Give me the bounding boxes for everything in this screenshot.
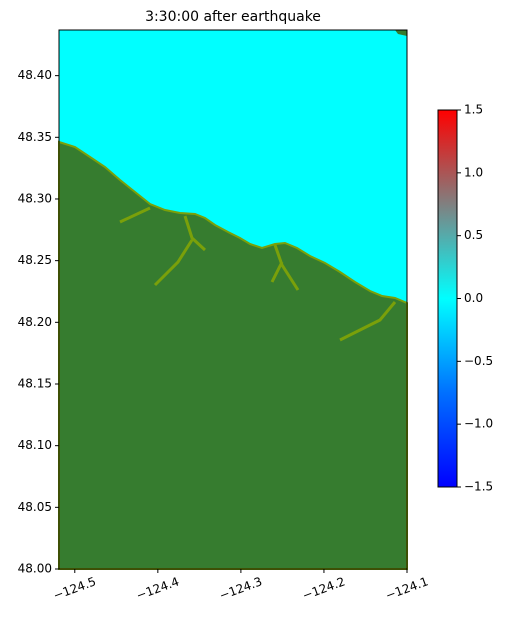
y-tick-label: 48.35: [18, 130, 52, 144]
colorbar-tick-label: 0.5: [464, 228, 483, 242]
colorbar-tick-label: −1.0: [464, 417, 493, 431]
colorbar-tick-label: 1.5: [464, 103, 483, 117]
colorbar: [437, 109, 458, 488]
land: [395, 30, 407, 36]
y-tick-label: 48.30: [18, 191, 52, 205]
chart-title: 3:30:00 after earthquake: [145, 9, 321, 25]
colorbar-tick-label: −0.5: [464, 354, 493, 368]
x-tick-label: −124.4: [134, 574, 181, 602]
colorbar-tick-label: 0.0: [464, 291, 483, 305]
y-tick-label: 48.25: [18, 253, 52, 267]
land: [58, 140, 408, 570]
plot-frame: [58, 29, 408, 570]
x-tick-label: −124.5: [51, 574, 98, 602]
y-tick-label: 48.10: [18, 438, 52, 452]
inlets: [119, 206, 397, 342]
y-tick-label: 48.00: [18, 562, 52, 576]
x-tick-label: −124.2: [301, 574, 348, 602]
y-tick-label: 48.40: [18, 68, 52, 82]
y-tick-label: 48.05: [18, 500, 52, 514]
x-tick-label: −124.1: [384, 574, 431, 602]
y-tick-label: 48.20: [18, 315, 52, 329]
colorbar-tick-label: 1.0: [464, 165, 483, 179]
x-tick-label: −124.3: [217, 574, 264, 602]
y-tick-label: 48.15: [18, 376, 52, 390]
colorbar-tick-label: −1.5: [464, 480, 493, 494]
